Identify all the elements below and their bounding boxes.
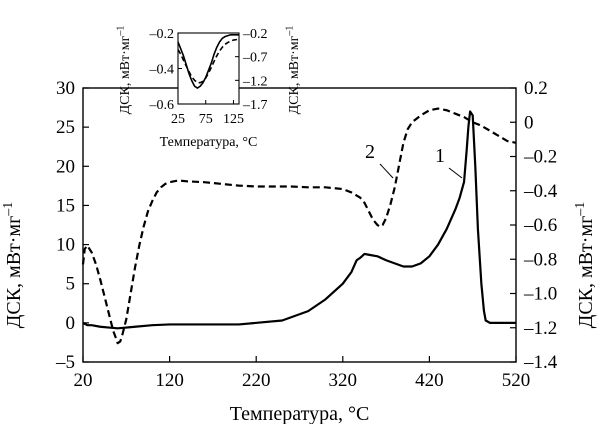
- inset-y-left-axis-title: ДСК, мВт·мг–1: [115, 26, 133, 115]
- y-left-tick-label: 25: [56, 117, 75, 138]
- x-tick-label: 320: [329, 370, 358, 391]
- inset-y-right-tick-label: –0.7: [242, 51, 268, 66]
- y-right-axis-title-sup: –1: [573, 202, 588, 217]
- x-axis-title: Температура, °С: [230, 403, 370, 424]
- inset-x-tick-label: 25: [171, 112, 185, 127]
- x-tick-label: 120: [155, 370, 184, 391]
- y-right-axis-title-text: ДСК, мВт·мг: [575, 216, 597, 329]
- x-tick-label: 420: [415, 370, 444, 391]
- y-left-axis-title-sup: –1: [1, 202, 16, 217]
- y-right-tick-label: –0.4: [523, 181, 558, 202]
- y-left-tick-label: 20: [56, 156, 75, 177]
- inset-y-left-axis-title-text: ДСК, мВт·мг: [118, 35, 133, 114]
- inset-y-right-tick-label: –0.2: [242, 27, 268, 42]
- inset-y-right-tick-label: –1.2: [242, 74, 268, 89]
- inset-y-left-tick-label: –0.4: [149, 63, 175, 78]
- y-right-tick-label: 0.2: [524, 78, 548, 99]
- series-1-line: [83, 111, 516, 328]
- y-right-tick-label: 0: [524, 112, 534, 133]
- inset-y-right-axis-title: ДСК, мВт·мг–1: [284, 26, 302, 115]
- y-left-axis-title-text: ДСК, мВт·мг: [3, 216, 25, 329]
- y-right-axis-title: ДСК, мВт·мг–1: [573, 202, 597, 329]
- y-right-tick-label: –0.6: [523, 215, 557, 236]
- y-left-tick-label: 10: [56, 235, 75, 256]
- y-left-tick-label: 15: [56, 195, 75, 216]
- curve-label-2: 2: [365, 141, 375, 163]
- main-chart: 20 120 220 320 420 520 –5 0 5 10 15 20 25 30 0.2 0 –0.2 –…: [1, 78, 597, 424]
- y-left-tick-label: 30: [56, 78, 75, 99]
- y-right-tick-label: –1.2: [523, 318, 557, 339]
- y-right-tick-label: –1.0: [523, 284, 557, 305]
- inset-y-left-axis-title-sup: –1: [115, 26, 126, 37]
- inset-y-right-tick-label: –1.7: [242, 98, 268, 113]
- x-tick-label: 20: [74, 370, 93, 391]
- y-right-tick-label: –1.4: [523, 352, 558, 373]
- inset-x-tick-label: 75: [199, 112, 213, 127]
- inset-y-right-axis-title-text: ДСК, мВт·мг: [287, 35, 302, 114]
- y-left-tick-label: 5: [66, 274, 76, 295]
- inset-y-left-tick-label: –0.6: [149, 98, 175, 113]
- main-plot-frame: [83, 88, 516, 362]
- curve-label-1: 1: [435, 145, 445, 167]
- inset-x-tick-label: 125: [223, 112, 244, 127]
- y-right-tick-label: –0.8: [523, 249, 557, 270]
- inset-y-left-tick-label: –0.2: [149, 27, 175, 42]
- curve-label-leader: [380, 164, 393, 178]
- y-left-tick-label: –5: [55, 352, 75, 373]
- x-tick-label: 520: [502, 370, 531, 391]
- y-right-tick-label: –0.2: [523, 147, 557, 168]
- x-tick-label: 220: [242, 370, 271, 391]
- y-left-axis-title: ДСК, мВт·мг–1: [1, 202, 25, 329]
- series-2-line: [83, 109, 516, 344]
- inset-y-right-axis-title-sup: –1: [284, 26, 295, 37]
- inset-x-axis-title: Температура, °С: [160, 135, 258, 150]
- curve-label-leader: [449, 168, 462, 178]
- y-left-tick-label: 0: [66, 313, 76, 334]
